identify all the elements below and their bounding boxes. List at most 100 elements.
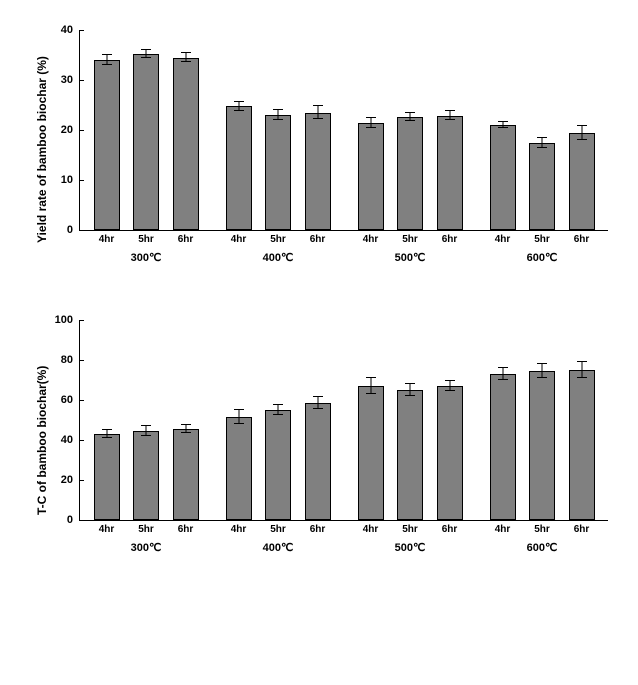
error-cap [577, 361, 587, 362]
error-cap [273, 414, 283, 415]
bar [358, 123, 384, 231]
bar-group [476, 320, 608, 520]
error-bar [370, 378, 371, 394]
error-cap [405, 112, 415, 113]
bar [529, 143, 555, 231]
error-cap [445, 380, 455, 381]
error-bar [581, 126, 582, 140]
bar-group [344, 320, 476, 520]
plot-area: 4hr5hr6hr300℃4hr5hr6hr400℃4hr5hr6hr500℃4… [79, 320, 608, 521]
error-cap [577, 125, 587, 126]
error-cap [445, 119, 455, 120]
hour-label: 6hr [569, 524, 595, 535]
bar [358, 386, 384, 520]
error-cap [141, 435, 151, 436]
plot-area: 4hr5hr6hr300℃4hr5hr6hr400℃4hr5hr6hr500℃4… [79, 30, 608, 231]
hour-label: 5hr [133, 524, 159, 535]
y-axis: 403020100 [49, 30, 79, 230]
bar [265, 115, 291, 230]
temperature-label: 500℃ [395, 541, 426, 554]
error-cap [366, 377, 376, 378]
hour-label: 4hr [358, 524, 384, 535]
temperature-label: 300℃ [131, 251, 162, 264]
error-cap [234, 409, 244, 410]
error-cap [577, 139, 587, 140]
error-cap [234, 110, 244, 111]
x-axis-labels: 4hr5hr6hr300℃4hr5hr6hr400℃4hr5hr6hr500℃4… [80, 234, 608, 264]
error-cap [181, 61, 191, 62]
error-cap [313, 105, 323, 106]
bar [173, 58, 199, 231]
error-cap [445, 110, 455, 111]
bar-group [80, 320, 212, 520]
bar [173, 429, 199, 520]
bar [305, 403, 331, 520]
error-cap [405, 120, 415, 121]
hour-label: 6hr [305, 234, 331, 245]
hour-label: 6hr [173, 234, 199, 245]
error-cap [313, 408, 323, 409]
error-cap [498, 127, 508, 128]
error-cap [102, 54, 112, 55]
hour-label: 6hr [437, 524, 463, 535]
error-cap [234, 101, 244, 102]
temperature-label: 400℃ [263, 541, 294, 554]
hour-label: 5hr [397, 524, 423, 535]
hour-label: 5hr [265, 524, 291, 535]
x-axis-labels: 4hr5hr6hr300℃4hr5hr6hr400℃4hr5hr6hr500℃4… [80, 524, 608, 554]
hour-label: 4hr [490, 524, 516, 535]
error-cap [313, 396, 323, 397]
error-cap [577, 377, 587, 378]
temperature-label: 400℃ [263, 251, 294, 264]
hour-label: 6hr [173, 524, 199, 535]
bar-group [80, 30, 212, 230]
error-cap [498, 367, 508, 368]
bar [437, 386, 463, 520]
error-cap [366, 393, 376, 394]
error-cap [498, 121, 508, 122]
bar [397, 390, 423, 520]
bar [529, 371, 555, 520]
temperature-label: 500℃ [395, 251, 426, 264]
error-cap [537, 137, 547, 138]
hour-label: 6hr [437, 234, 463, 245]
hour-label: 5hr [265, 234, 291, 245]
temperature-label: 600℃ [527, 251, 558, 264]
error-cap [181, 424, 191, 425]
bar-group [212, 320, 344, 520]
error-bar [581, 362, 582, 378]
error-cap [405, 383, 415, 384]
temperature-label: 300℃ [131, 541, 162, 554]
error-cap [498, 379, 508, 380]
bar [133, 431, 159, 520]
error-cap [537, 147, 547, 148]
bar [397, 117, 423, 230]
temperature-label: 600℃ [527, 541, 558, 554]
y-axis-label: T-C of bamboo biochar(%) [30, 310, 49, 570]
hour-label: 5hr [397, 234, 423, 245]
error-cap [405, 395, 415, 396]
error-cap [273, 119, 283, 120]
error-cap [181, 52, 191, 53]
error-cap [141, 49, 151, 50]
bar-group [476, 30, 608, 230]
hour-label: 5hr [133, 234, 159, 245]
error-cap [445, 390, 455, 391]
hour-label: 6hr [569, 234, 595, 245]
error-cap [273, 109, 283, 110]
bar [569, 370, 595, 520]
chart-0: Yield rate of bamboo biochar (%)40302010… [30, 20, 608, 280]
hour-label: 6hr [305, 524, 331, 535]
bar [490, 125, 516, 230]
error-cap [313, 118, 323, 119]
bar [437, 116, 463, 231]
error-bar [238, 410, 239, 424]
bar-group [212, 30, 344, 230]
bar [226, 106, 252, 230]
error-cap [366, 127, 376, 128]
bar [133, 54, 159, 230]
bar [265, 410, 291, 520]
error-cap [141, 425, 151, 426]
error-cap [366, 117, 376, 118]
error-cap [181, 432, 191, 433]
